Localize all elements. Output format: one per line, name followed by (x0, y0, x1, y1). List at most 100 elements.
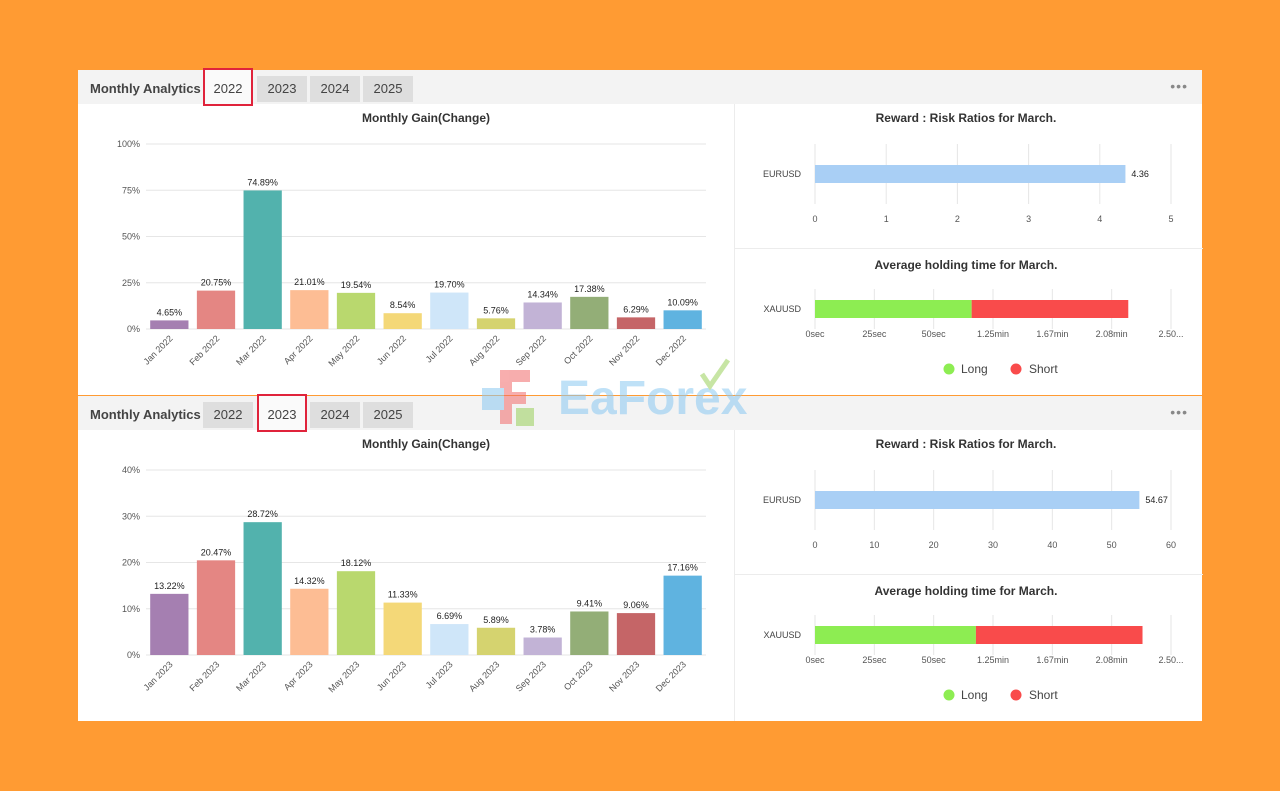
category-label: EURUSD (763, 495, 802, 505)
y-tick-label: 20% (122, 558, 140, 568)
x-tick-label: 1.25min (977, 329, 1009, 339)
legend-long-label: Long (961, 688, 988, 702)
tab-2023[interactable]: 2023 (257, 76, 307, 102)
y-tick-label: 10% (122, 604, 140, 614)
bar (150, 320, 189, 329)
category-label: XAUUSD (763, 304, 801, 314)
bar-value-label: 17.16% (667, 563, 698, 573)
x-tick-label: May 2023 (326, 659, 361, 694)
bar (663, 310, 702, 329)
x-tick-label: 3 (1026, 214, 1031, 224)
bar-value-label: 11.33% (388, 590, 418, 600)
bar-value-label: 6.69% (437, 611, 463, 621)
x-tick-label: 60 (1166, 540, 1176, 550)
x-tick-label: Dec 2022 (654, 333, 688, 367)
bar-value-label: 17.38% (574, 284, 605, 294)
x-tick-label: Mar 2023 (234, 659, 268, 693)
monthly-gain-svg: Monthly Gain(Change) 0% 25% 50% 75% 100% 4.65%… (117, 111, 706, 368)
long-bar (815, 300, 972, 318)
bar (523, 637, 562, 655)
x-tick-label: 50sec (922, 329, 947, 339)
x-tick-label: 2.50... (1158, 655, 1183, 665)
ratio-value-label: 4.36 (1131, 169, 1149, 179)
y-tick-label: 100% (117, 139, 140, 149)
tab-2025[interactable]: 2025 (363, 76, 413, 102)
short-bar (975, 626, 1143, 644)
bar (196, 560, 236, 655)
x-tick-label: Jun 2022 (375, 333, 408, 366)
bar-value-label: 14.32% (294, 576, 325, 586)
reward-risk-chart: Reward : Risk Ratios for March. 0 10 20 30 40… (763, 437, 1176, 550)
x-tick-label: Dec 2023 (654, 659, 688, 693)
x-tick-label: May 2022 (326, 333, 361, 368)
x-tick-label: Sep 2022 (514, 333, 548, 367)
bar (430, 292, 469, 329)
divider (735, 574, 1203, 575)
tab-2024[interactable]: 2024 (310, 402, 360, 428)
y-tick-label: 0% (127, 324, 140, 334)
bar (430, 624, 469, 655)
x-tick-label: Jul 2023 (424, 659, 455, 690)
bar-value-label: 28.72% (247, 509, 278, 519)
bar (616, 613, 656, 655)
chart-title: Average holding time for March. (875, 584, 1058, 598)
analytics-panel-2022: Monthly Analytics 2022 2023 2024 2025 ••… (78, 68, 1203, 395)
bar (290, 290, 329, 329)
x-tick-label: Sep 2023 (514, 659, 548, 693)
bar-value-label: 6.29% (623, 304, 649, 314)
tab-bar: Monthly Analytics 2022 2023 2024 2025 ••… (78, 394, 1202, 432)
x-tick-label: 2.08min (1096, 655, 1128, 665)
x-tick-label: 20 (929, 540, 939, 550)
tab-bar: Monthly Analytics 2022 2023 2024 2025 ••… (78, 68, 1202, 106)
bar (243, 522, 282, 655)
bar (476, 627, 516, 655)
x-tick-label: 25sec (862, 329, 887, 339)
x-tick-label: 1 (884, 214, 889, 224)
holding-time-chart: Average holding time for March. 0sec 25sec… (763, 258, 1183, 376)
bar-value-label: 19.70% (434, 280, 465, 290)
legend-long-marker (943, 363, 955, 375)
tab-2022[interactable]: 2022 (203, 402, 253, 428)
x-tick-label: Oct 2022 (562, 333, 595, 366)
x-tick-label: 50 (1107, 540, 1117, 550)
more-options-icon[interactable]: ••• (1170, 78, 1188, 94)
tab-2024[interactable]: 2024 (310, 76, 360, 102)
tab-2022[interactable]: 2022 (203, 68, 253, 106)
x-tick-label: 0sec (805, 329, 825, 339)
category-label: XAUUSD (763, 630, 801, 640)
x-tick-label: Jan 2023 (141, 659, 174, 692)
legend-short-label: Short (1029, 688, 1058, 702)
x-tick-label: Mar 2022 (234, 333, 268, 367)
legend-short-marker (1010, 363, 1022, 375)
bar-value-label: 18.12% (341, 558, 372, 568)
x-tick-label: Feb 2022 (187, 333, 221, 367)
x-tick-label: Jan 2022 (141, 333, 174, 366)
tab-2025[interactable]: 2025 (363, 402, 413, 428)
bar-value-label: 9.06% (623, 600, 649, 610)
x-tick-label: 0sec (805, 655, 825, 665)
y-tick-label: 25% (122, 278, 140, 288)
panel-title: Monthly Analytics (90, 407, 201, 422)
more-options-icon[interactable]: ••• (1170, 404, 1188, 420)
right-charts: Reward : Risk Ratios for March. 0 10 20 30 40… (734, 430, 1203, 721)
x-tick-label: Aug 2023 (467, 659, 501, 693)
bar (150, 593, 189, 655)
x-tick-label: 1.67min (1036, 655, 1068, 665)
bar (196, 290, 236, 329)
legend-long-label: Long (961, 362, 988, 376)
bar-value-label: 13.22% (154, 581, 185, 591)
bar-value-label: 9.41% (577, 598, 603, 608)
y-tick-label: 50% (122, 232, 140, 242)
bar (290, 588, 329, 655)
monthly-gain-chart: Monthly Gain(Change) 0% 25% 50% 75% 100% 4.65%… (78, 104, 733, 395)
bar (476, 318, 516, 329)
bar-value-label: 20.75% (201, 278, 232, 288)
tab-2023[interactable]: 2023 (257, 394, 307, 432)
y-tick-label: 75% (122, 185, 140, 195)
x-tick-label: 0 (812, 540, 817, 550)
chart-title: Average holding time for March. (875, 258, 1058, 272)
legend-short-marker (1010, 689, 1022, 701)
chart-title: Monthly Gain(Change) (362, 437, 490, 451)
x-tick-label: 2.50... (1158, 329, 1183, 339)
x-tick-label: 50sec (922, 655, 947, 665)
